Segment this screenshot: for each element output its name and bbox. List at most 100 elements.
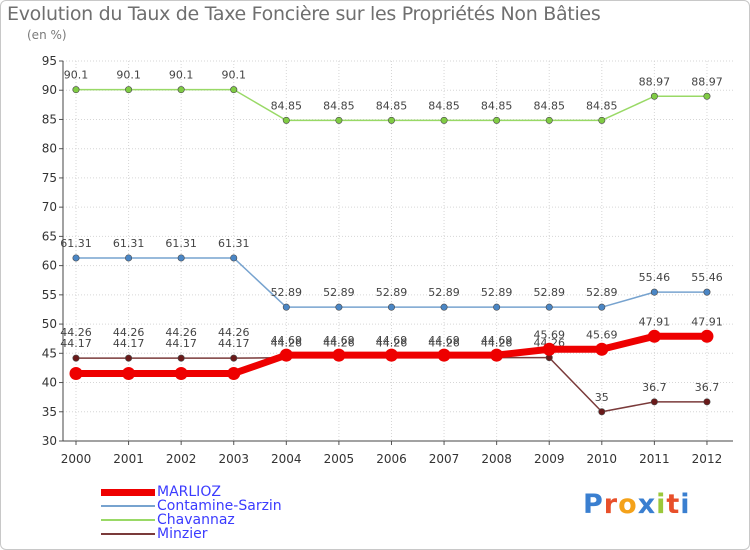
x-tick-label: 2003 <box>218 452 249 466</box>
logo-letter: t <box>666 489 681 520</box>
data-point-contamine-sarzin <box>545 303 553 311</box>
data-label-marlioz: 44.69 <box>271 334 303 347</box>
data-label-minzier: 44.26 <box>376 337 408 350</box>
x-tick-label: 2002 <box>166 452 197 466</box>
data-point-contamine-sarzin <box>177 254 185 262</box>
data-point-minzier <box>703 398 711 406</box>
data-point-contamine-sarzin <box>282 303 290 311</box>
y-tick-label: 75 <box>42 171 57 185</box>
data-point-marlioz <box>490 348 504 362</box>
data-label-minzier: 44.17 <box>60 337 92 350</box>
data-label-contamine-sarzin: 52.89 <box>533 286 565 299</box>
data-point-marlioz <box>174 366 188 380</box>
x-tick-label: 2000 <box>61 452 92 466</box>
data-point-minzier <box>598 408 606 416</box>
data-point-minzier <box>230 354 238 362</box>
data-label-minzier: 36.7 <box>642 381 667 394</box>
data-point-chavannaz <box>72 86 80 94</box>
data-point-chavannaz <box>650 92 658 100</box>
unit-label: (en %) <box>27 28 67 42</box>
data-point-marlioz <box>384 348 398 362</box>
y-tick-label: 40 <box>42 376 57 390</box>
data-label-contamine-sarzin: 61.31 <box>60 237 92 250</box>
legend-label: MARLIOZ <box>157 484 221 500</box>
legend-item-minzier: Minzier <box>101 526 282 542</box>
logo-letter: x <box>637 489 657 520</box>
y-tick-label: 70 <box>42 200 57 214</box>
data-label-chavannaz: 90.1 <box>116 69 141 82</box>
data-label-chavannaz: 84.85 <box>428 99 460 112</box>
data-label-chavannaz: 84.85 <box>533 99 565 112</box>
data-label-chavannaz: 90.1 <box>169 69 194 82</box>
y-tick-label: 55 <box>42 288 57 302</box>
data-label-minzier: 36.7 <box>695 381 720 394</box>
data-point-contamine-sarzin <box>230 254 238 262</box>
data-point-minzier <box>650 398 658 406</box>
data-label-contamine-sarzin: 52.89 <box>586 286 618 299</box>
data-label-minzier: 44.26 <box>323 337 355 350</box>
data-label-chavannaz: 84.85 <box>586 99 618 112</box>
y-tick-label: 85 <box>42 112 57 126</box>
logo-letter: r <box>603 489 619 520</box>
data-point-chavannaz <box>177 86 185 94</box>
data-label-contamine-sarzin: 52.89 <box>271 286 303 299</box>
legend-label: Contamine-Sarzin <box>157 498 282 514</box>
data-label-marlioz: 45.69 <box>586 328 618 341</box>
chart-title: Evolution du Taux de Taxe Foncière sur l… <box>7 3 601 25</box>
data-label-chavannaz: 84.85 <box>376 99 408 112</box>
data-label-contamine-sarzin: 52.89 <box>428 286 460 299</box>
data-label-contamine-sarzin: 52.89 <box>376 286 408 299</box>
data-point-contamine-sarzin <box>703 288 711 296</box>
legend-label: Minzier <box>157 526 208 542</box>
x-tick-label: 2006 <box>376 452 407 466</box>
data-label-chavannaz: 84.85 <box>323 99 355 112</box>
data-label-contamine-sarzin: 52.89 <box>323 286 355 299</box>
data-label-marlioz: 47.91 <box>691 315 723 328</box>
legend-label: Chavannaz <box>157 512 235 528</box>
data-point-minzier <box>72 354 80 362</box>
data-label-chavannaz: 90.1 <box>221 69 246 82</box>
data-point-contamine-sarzin <box>125 254 133 262</box>
data-label-minzier: 44.17 <box>113 337 145 350</box>
logo-letter: o <box>618 489 638 520</box>
data-label-contamine-sarzin: 52.89 <box>481 286 513 299</box>
data-point-contamine-sarzin <box>440 303 448 311</box>
data-label-marlioz: 44.69 <box>481 334 513 347</box>
x-tick-label: 2007 <box>429 452 460 466</box>
data-point-marlioz <box>332 348 346 362</box>
data-point-minzier <box>177 354 185 362</box>
data-label-marlioz: 45.69 <box>533 328 565 341</box>
data-point-chavannaz <box>493 116 501 124</box>
data-point-chavannaz <box>598 116 606 124</box>
data-point-marlioz <box>700 329 714 343</box>
data-label-minzier: 44.17 <box>165 337 197 350</box>
data-label-contamine-sarzin: 61.31 <box>218 237 250 250</box>
data-point-chavannaz <box>545 116 553 124</box>
data-label-minzier: 44.17 <box>218 337 250 350</box>
data-point-minzier <box>125 354 133 362</box>
logo-letter: i <box>656 489 667 520</box>
data-label-minzier: 44.26 <box>481 337 513 350</box>
data-point-marlioz <box>542 342 556 356</box>
data-label-minzier: 44.26 <box>271 337 303 350</box>
data-label-overlay: 44.26 <box>60 326 92 339</box>
x-tick-label: 2008 <box>481 452 512 466</box>
data-label-marlioz: 44.69 <box>376 334 408 347</box>
data-point-chavannaz <box>703 92 711 100</box>
data-point-contamine-sarzin <box>650 288 658 296</box>
x-tick-label: 2011 <box>639 452 670 466</box>
data-point-marlioz <box>595 342 609 356</box>
legend-swatch <box>101 505 155 507</box>
data-point-marlioz <box>279 348 293 362</box>
data-label-chavannaz: 88.97 <box>639 75 671 88</box>
y-tick-label: 30 <box>42 434 57 448</box>
data-label-contamine-sarzin: 61.31 <box>165 237 197 250</box>
data-point-contamine-sarzin <box>335 303 343 311</box>
data-point-marlioz <box>437 348 451 362</box>
legend-item-contamine-sarzin: Contamine-Sarzin <box>101 498 282 514</box>
x-tick-label: 2009 <box>534 452 565 466</box>
legend: MARLIOZ Contamine-Sarzin Chavannaz Minzier <box>101 484 282 542</box>
legend-item-chavannaz: Chavannaz <box>101 512 282 528</box>
